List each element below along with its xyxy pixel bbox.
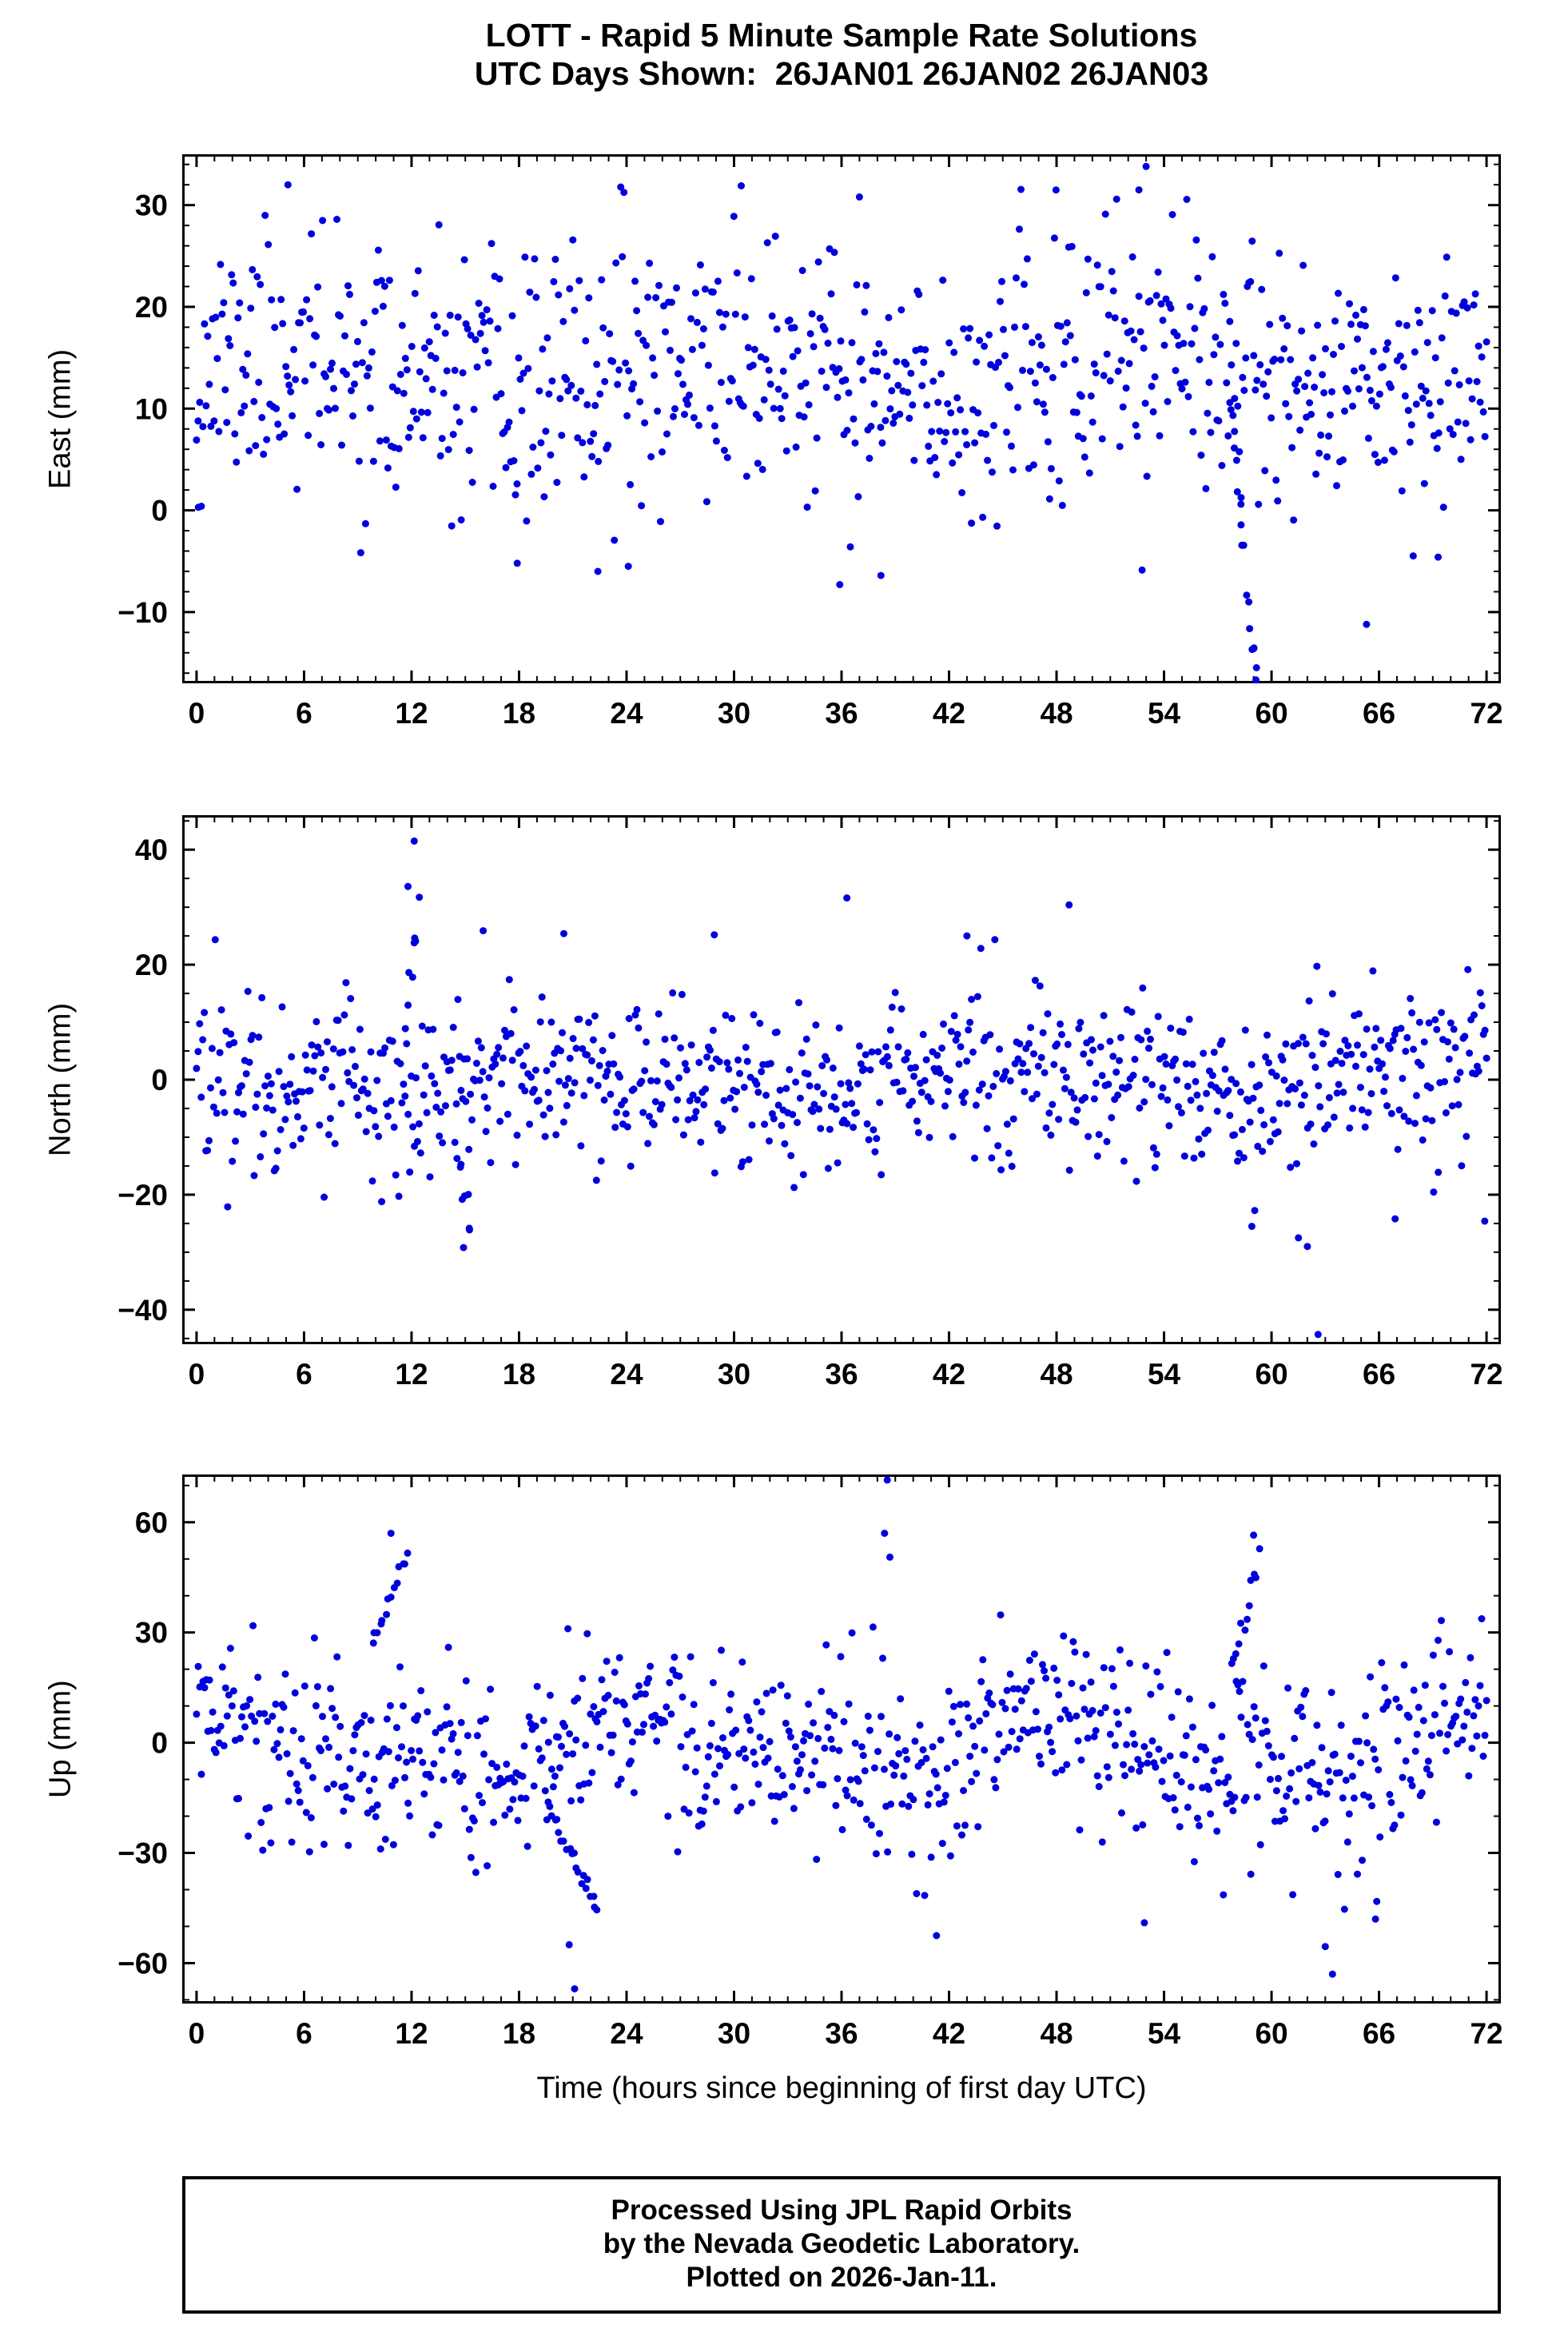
svg-text:6: 6 <box>296 1358 312 1391</box>
svg-text:−60: −60 <box>117 1947 168 1980</box>
svg-text:12: 12 <box>395 1358 428 1391</box>
svg-text:60: 60 <box>1255 2017 1287 2050</box>
svg-text:60: 60 <box>1255 1358 1287 1391</box>
svg-text:6: 6 <box>296 2017 312 2050</box>
chart-title-line2: UTC Days Shown: 26JAN01 26JAN02 26JAN03 <box>474 55 1209 92</box>
svg-text:30: 30 <box>718 697 750 730</box>
footer-box: Processed Using JPL Rapid Orbits by the … <box>182 2176 1501 2314</box>
svg-text:40: 40 <box>135 834 168 866</box>
svg-text:42: 42 <box>933 697 965 730</box>
svg-text:24: 24 <box>610 1358 643 1391</box>
svg-text:72: 72 <box>1470 2017 1502 2050</box>
chart-title-line1: LOTT - Rapid 5 Minute Sample Rate Soluti… <box>485 17 1198 54</box>
svg-text:60: 60 <box>1255 697 1287 730</box>
svg-text:48: 48 <box>1040 1358 1073 1391</box>
svg-text:36: 36 <box>825 1358 858 1391</box>
svg-text:24: 24 <box>610 2017 643 2050</box>
east-scatter-plot: 0 6 12 18 24 30 36 42 48 54 60 66 72 −10 0 10 20 30 <box>117 154 1503 730</box>
svg-text:36: 36 <box>825 2017 858 2050</box>
svg-text:24: 24 <box>610 697 643 730</box>
svg-text:54: 54 <box>1148 2017 1181 2050</box>
svg-text:0: 0 <box>151 495 168 527</box>
svg-text:48: 48 <box>1040 697 1073 730</box>
svg-text:12: 12 <box>395 2017 428 2050</box>
chart-title: LOTT - Rapid 5 Minute Sample Rate Soluti… <box>182 16 1501 93</box>
svg-text:−40: −40 <box>117 1294 168 1327</box>
up-scatter-plot: 0 6 12 18 24 30 36 42 48 54 60 66 72 −60 −30 0 30 60 <box>117 1474 1503 2050</box>
svg-text:30: 30 <box>718 2017 750 2050</box>
north-scatter-plot: 0 6 12 18 24 30 36 42 48 54 60 66 72 −40 −20 0 20 40 <box>117 815 1503 1391</box>
svg-text:42: 42 <box>933 2017 965 2050</box>
up-axis-label: Up (mm) <box>43 1680 78 1798</box>
footer-line2: by the Nevada Geodetic Laboratory. <box>603 2228 1080 2259</box>
svg-text:0: 0 <box>151 1727 168 1760</box>
svg-text:36: 36 <box>825 697 858 730</box>
svg-text:72: 72 <box>1470 697 1502 730</box>
svg-text:−20: −20 <box>117 1179 168 1212</box>
svg-text:18: 18 <box>503 2017 535 2050</box>
svg-text:48: 48 <box>1040 2017 1073 2050</box>
svg-text:54: 54 <box>1148 697 1181 730</box>
svg-text:6: 6 <box>296 697 312 730</box>
x-axis-label: Time (hours since beginning of first day… <box>536 2071 1147 2105</box>
svg-text:−30: −30 <box>117 1837 168 1870</box>
svg-text:66: 66 <box>1363 2017 1395 2050</box>
svg-text:−10: −10 <box>117 596 168 629</box>
svg-text:42: 42 <box>933 1358 965 1391</box>
svg-text:0: 0 <box>189 1358 205 1391</box>
east-axis-label: East (mm) <box>43 348 78 489</box>
svg-text:60: 60 <box>135 1506 168 1539</box>
svg-text:18: 18 <box>503 697 535 730</box>
svg-text:72: 72 <box>1470 1358 1502 1391</box>
svg-text:12: 12 <box>395 697 428 730</box>
north-axis-label: North (mm) <box>43 1002 78 1157</box>
svg-text:0: 0 <box>151 1064 168 1096</box>
svg-text:0: 0 <box>189 2017 205 2050</box>
footer-line1: Processed Using JPL Rapid Orbits <box>611 2195 1073 2226</box>
svg-text:10: 10 <box>135 392 168 425</box>
svg-text:30: 30 <box>135 1617 168 1650</box>
svg-text:18: 18 <box>503 1358 535 1391</box>
svg-text:66: 66 <box>1363 1358 1395 1391</box>
svg-text:30: 30 <box>135 189 168 222</box>
svg-text:20: 20 <box>135 291 168 324</box>
footer-line3: Plotted on 2026-Jan-11. <box>686 2262 997 2293</box>
svg-text:0: 0 <box>189 697 205 730</box>
svg-text:54: 54 <box>1148 1358 1181 1391</box>
svg-text:30: 30 <box>718 1358 750 1391</box>
svg-text:20: 20 <box>135 949 168 981</box>
svg-text:66: 66 <box>1363 697 1395 730</box>
